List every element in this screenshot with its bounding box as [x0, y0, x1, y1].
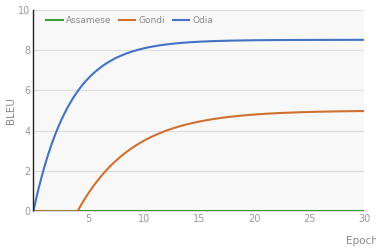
Assamese — [116, 210, 121, 213]
Line: Odia: Odia — [33, 40, 364, 211]
Legend: Assamese, Gondi, Odia: Assamese, Gondi, Odia — [44, 14, 215, 27]
Gondi — [89, 186, 94, 190]
Assamese — [252, 210, 257, 213]
Line: Gondi: Gondi — [33, 111, 364, 211]
Y-axis label: BLEU: BLEU — [6, 97, 15, 124]
Odia — [362, 38, 367, 41]
Gondi — [181, 124, 185, 127]
Odia — [89, 73, 94, 76]
Assamese — [31, 210, 36, 213]
X-axis label: Epochs: Epochs — [346, 236, 376, 246]
Gondi — [252, 113, 257, 116]
Odia — [226, 39, 230, 42]
Assamese — [362, 210, 367, 213]
Assamese — [89, 210, 94, 213]
Odia — [116, 55, 121, 58]
Odia — [252, 39, 257, 42]
Odia — [280, 38, 285, 42]
Gondi — [116, 157, 121, 160]
Gondi — [31, 210, 36, 213]
Odia — [31, 210, 36, 213]
Assamese — [280, 210, 285, 213]
Assamese — [226, 210, 230, 213]
Gondi — [226, 116, 230, 118]
Assamese — [181, 210, 185, 213]
Odia — [181, 41, 185, 44]
Gondi — [280, 112, 285, 114]
Gondi — [362, 110, 367, 112]
